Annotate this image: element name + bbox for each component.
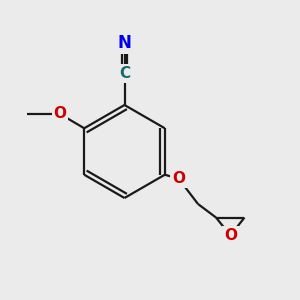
Text: N: N: [118, 34, 131, 52]
Text: O: O: [224, 228, 237, 243]
Text: O: O: [53, 106, 67, 122]
Text: C: C: [119, 66, 130, 81]
Text: O: O: [172, 171, 185, 186]
